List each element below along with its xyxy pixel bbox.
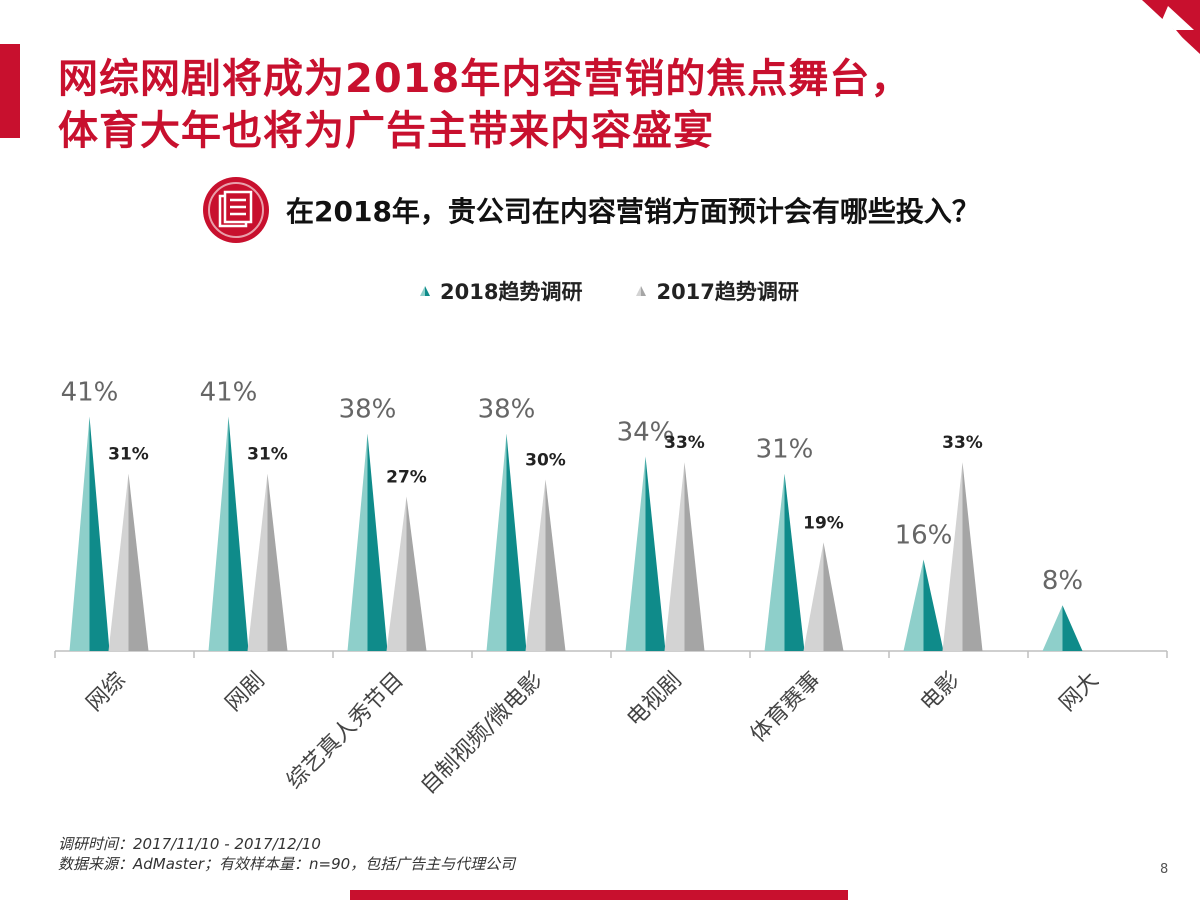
x-tick-label: 电影 [916, 668, 965, 717]
legend-item-2017: 2017趋势调研 [636, 276, 799, 306]
data-label-2017: 19% [803, 513, 844, 533]
footer-notes: 调研时间：2017/11/10 - 2017/12/10 数据来源：AdMast… [58, 834, 515, 874]
x-tick-label: 网剧 [221, 668, 270, 717]
page-title-line-2: 体育大年也将为广告主带来内容盛宴 [58, 108, 714, 154]
triangle-mark-2018 [208, 416, 249, 651]
data-label-2018: 31% [756, 435, 814, 465]
document-list-icon [203, 177, 269, 243]
data-label-2017: 27% [386, 468, 427, 488]
legend-label-2018: 2018趋势调研 [440, 280, 583, 304]
legend-item-2018: 2018趋势调研 [420, 276, 582, 306]
data-label-2018: 16% [895, 520, 953, 550]
x-tick-label: 综艺真人秀节目 [282, 668, 409, 795]
left-accent-bar [0, 44, 20, 138]
data-label-2018: 8% [1042, 566, 1083, 596]
data-label-2017: 33% [942, 433, 983, 453]
legend-label-2017: 2017趋势调研 [656, 280, 799, 304]
triangle-mark-2017 [942, 462, 983, 651]
x-tick-label: 体育赛事 [746, 668, 826, 748]
data-label-2018: 38% [478, 395, 536, 425]
triangle-mark-2017 [247, 473, 288, 651]
triangle-mark-2017 [664, 462, 705, 651]
triangle-mark-2018 [347, 433, 388, 651]
triangle-mark-2018 [486, 433, 527, 651]
triangle-mark-2018 [764, 473, 805, 651]
data-label-2017: 31% [108, 445, 149, 465]
page-number: 8 [1160, 862, 1169, 877]
bottom-accent-bar [350, 890, 848, 900]
x-tick-label: 网综 [82, 668, 131, 717]
triangle-mark-2018 [1042, 605, 1083, 651]
triangle-mark-2018 [625, 456, 666, 651]
survey-question: 在2018年，贵公司在内容营销方面预计会有哪些投入？ [286, 195, 980, 228]
x-tick-label: 自制视频/微电影 [416, 668, 548, 800]
legend-swatch-2018 [420, 286, 430, 296]
x-tick-label: 网大 [1055, 668, 1104, 717]
data-label-2018: 41% [61, 377, 119, 407]
legend-swatch-2017 [636, 286, 647, 296]
data-label-2017: 31% [247, 445, 288, 465]
triangle-mark-2018 [903, 559, 944, 651]
data-label-2018: 34% [617, 418, 675, 448]
chart-legend: 2018趋势调研 2017趋势调研 [420, 276, 799, 306]
triangle-mark-2017 [803, 542, 844, 651]
data-label-2018: 41% [200, 377, 258, 407]
footer-data-source: 数据来源：AdMaster；有效样本量：n=90，包括广告主与代理公司 [58, 855, 516, 873]
data-label-2018: 38% [339, 395, 397, 425]
brand-logo-icon [1142, 0, 1200, 54]
x-tick-label: 电视剧 [622, 668, 686, 732]
footer-survey-time: 调研时间：2017/11/10 - 2017/12/10 [58, 835, 321, 853]
data-label-2017: 33% [664, 433, 705, 453]
triangle-mark-2017 [108, 473, 149, 651]
triangle-mark-2018 [69, 416, 110, 651]
page-title-line-1: 网综网剧将成为2018年内容营销的焦点舞台， [58, 56, 912, 102]
triangle-mark-2017 [525, 479, 566, 651]
triangle-mark-2017 [386, 496, 427, 651]
data-label-2017: 30% [525, 450, 566, 470]
